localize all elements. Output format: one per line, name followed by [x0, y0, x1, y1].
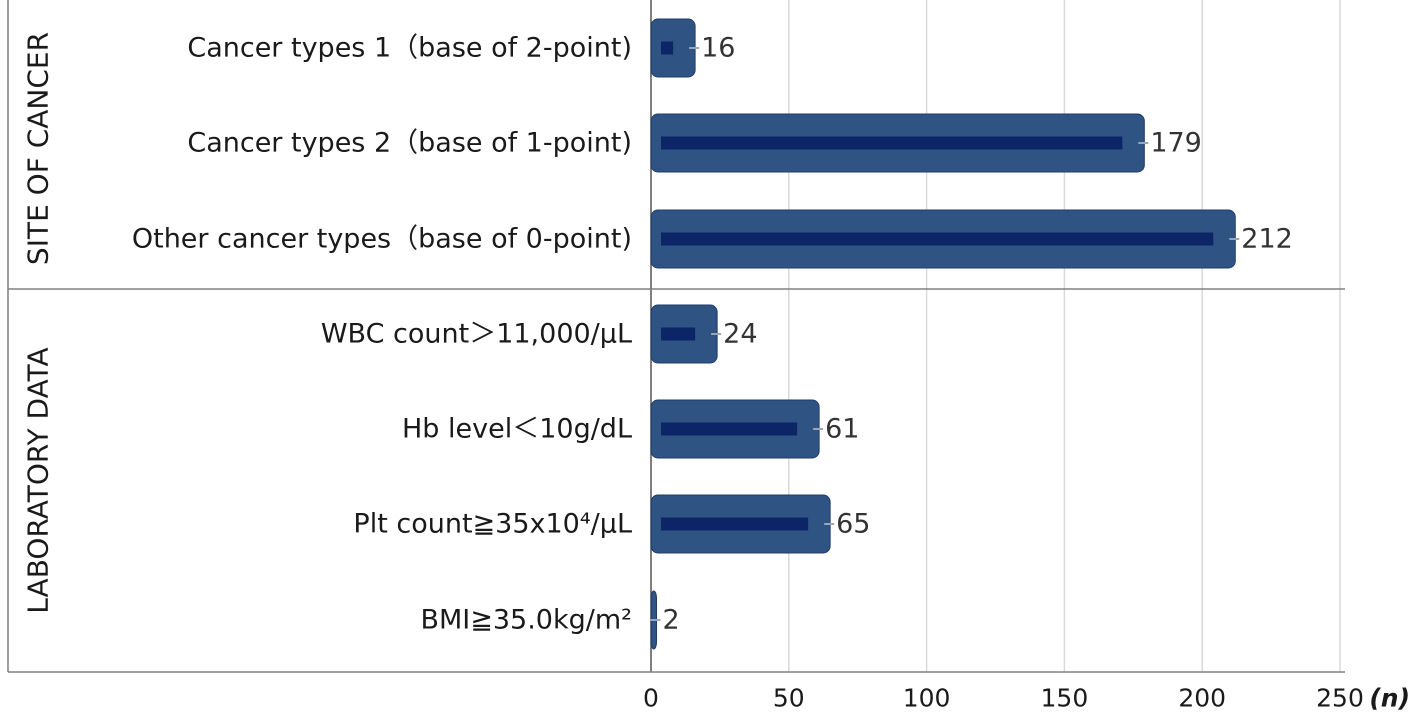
gridlines — [788, 0, 1341, 672]
bar-inner-mark — [661, 41, 674, 55]
x-tick-label: 150 — [1041, 684, 1089, 713]
category-label: Plt count≧35x10⁴/μL — [353, 509, 632, 540]
data-label: 61 — [825, 414, 859, 445]
category-label: WBC count＞11,000/μL — [321, 319, 632, 350]
x-tick-label: 200 — [1178, 684, 1226, 713]
data-label: 2 — [663, 605, 680, 636]
data-label: 24 — [723, 319, 757, 350]
x-tick-label: 0 — [643, 684, 659, 713]
bars — [650, 18, 1240, 650]
x-unit-label: (n) — [1369, 684, 1410, 713]
labels: SITE OF CANCER 16 Cancer types 1（base of 2… — [22, 32, 1411, 713]
bar-inner-mark — [661, 422, 798, 436]
x-tick-label: 100 — [903, 684, 951, 713]
group-label: LABORATORY DATA — [22, 347, 55, 613]
bar-inner-mark — [661, 517, 809, 531]
data-label: 65 — [836, 509, 870, 540]
bar-inner-mark — [661, 232, 1214, 246]
bar-inner-mark — [661, 327, 696, 341]
data-label: 179 — [1150, 128, 1202, 159]
bar-inner-mark — [661, 136, 1123, 150]
category-label: Cancer types 1（base of 2-point) — [187, 33, 632, 64]
data-label: 16 — [701, 33, 735, 64]
category-label: Hb level＜10g/dL — [402, 414, 632, 445]
data-label: 212 — [1241, 224, 1293, 255]
x-tick-label: 250 — [1316, 684, 1364, 713]
category-label: Cancer types 2（base of 1-point) — [187, 128, 632, 159]
category-label: BMI≧35.0kg/m² — [420, 605, 632, 636]
category-label: Other cancer types（base of 0-point) — [132, 224, 632, 255]
group-label: SITE OF CANCER — [22, 32, 55, 265]
x-tick-label: 50 — [773, 684, 805, 713]
